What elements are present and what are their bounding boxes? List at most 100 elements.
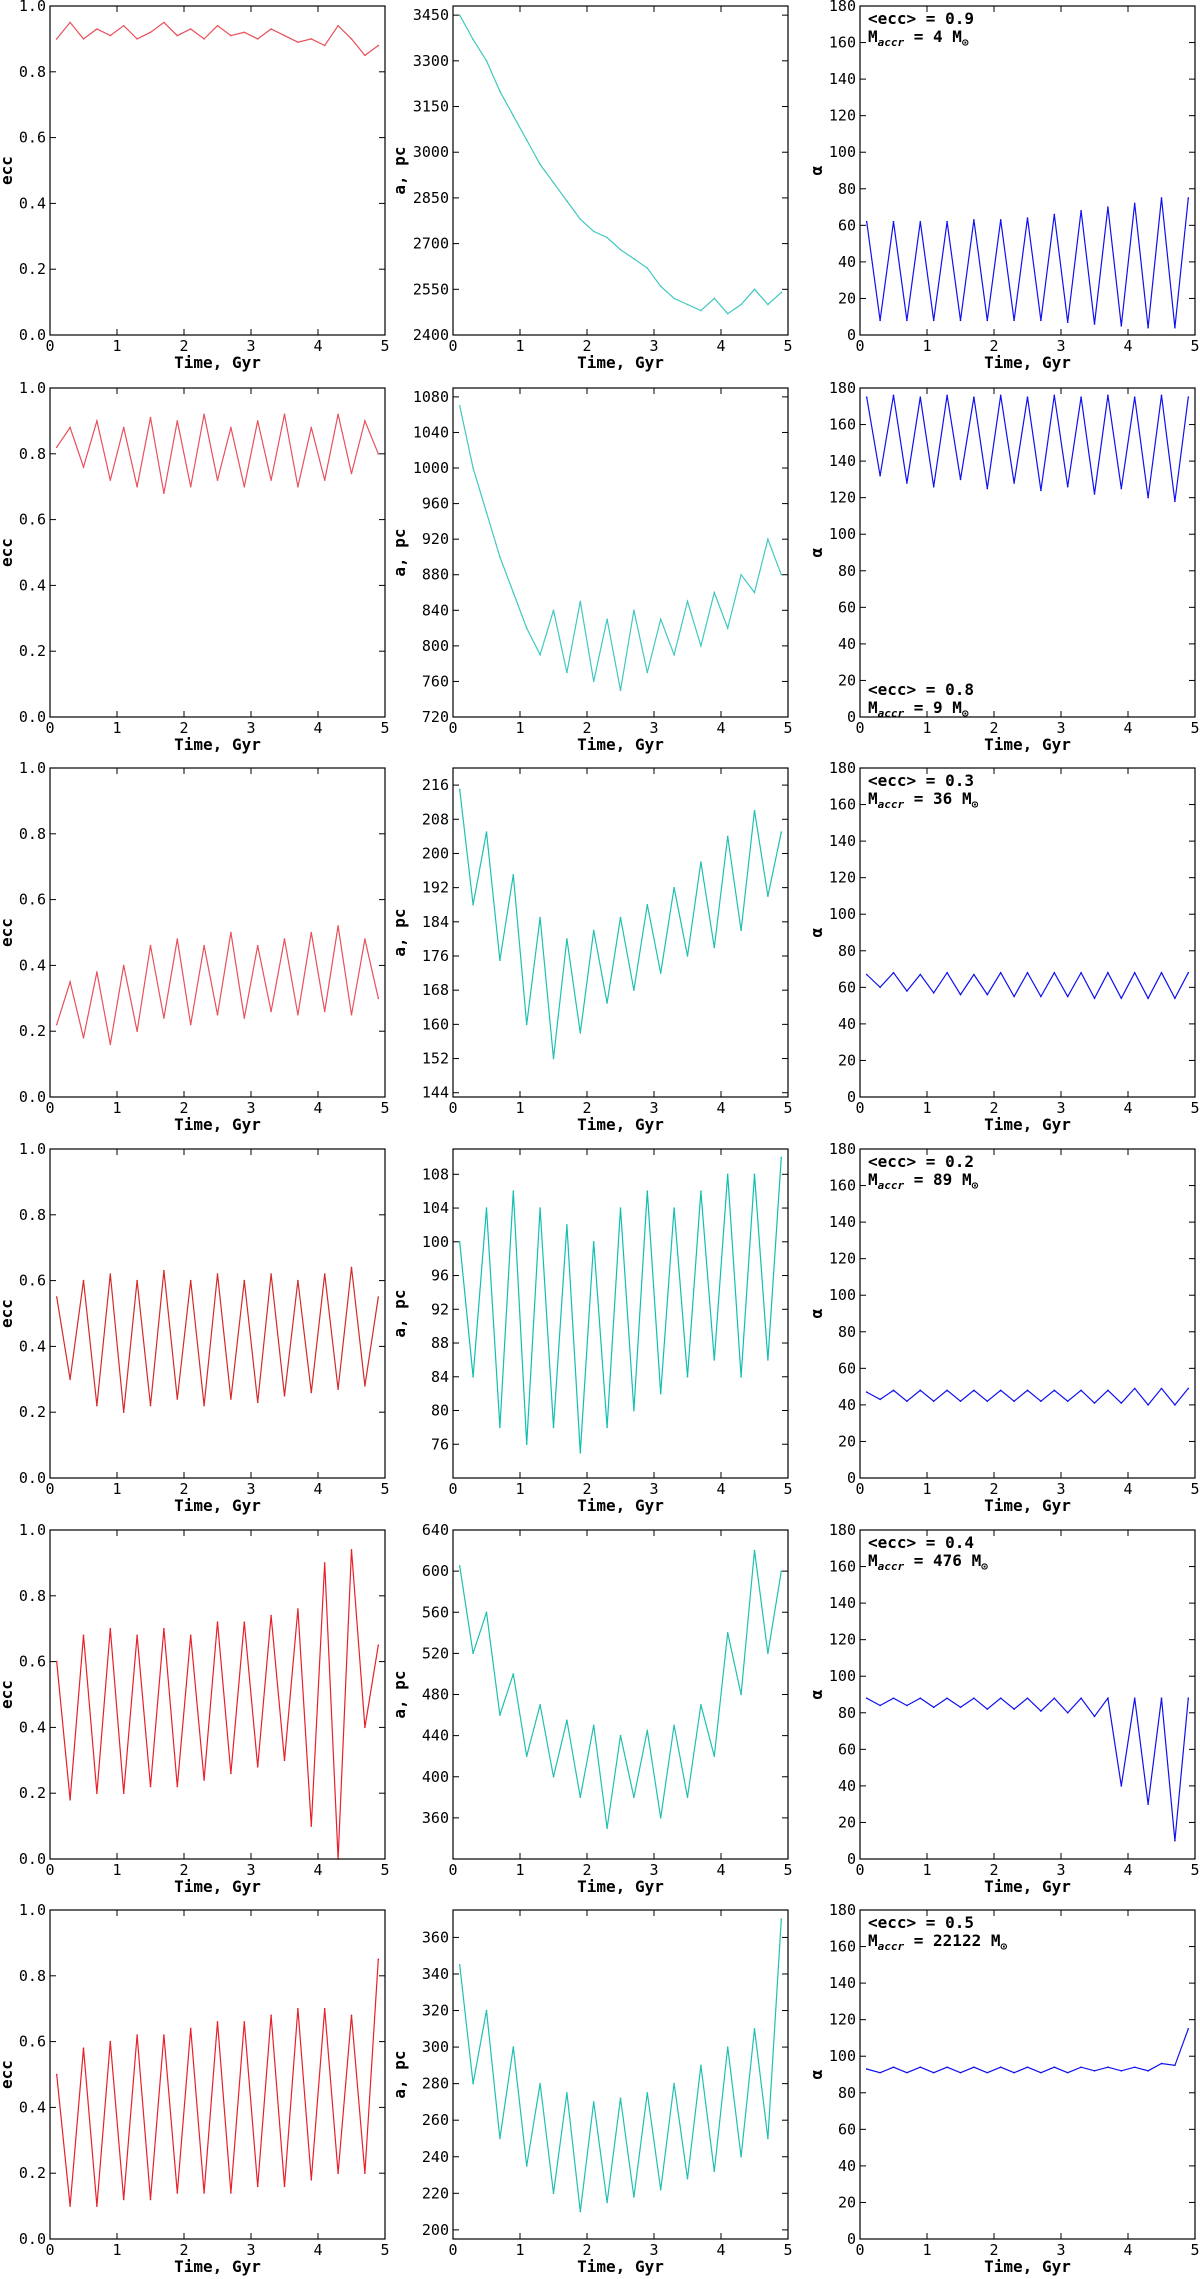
data-point	[176, 1398, 179, 1400]
x-tick-label: 1	[515, 337, 524, 355]
data-point	[566, 1719, 568, 1722]
data-point	[726, 1632, 729, 1634]
x-tick-label: 2	[582, 2241, 591, 2259]
data-point	[700, 645, 702, 647]
y-tick-label: 40	[838, 1015, 856, 1033]
y-axis-label: ecc	[0, 1299, 16, 1328]
y-tick-label: 2400	[413, 326, 449, 344]
y-tick-label: 760	[422, 672, 449, 690]
x-tick-label: 4	[313, 337, 322, 355]
data-point	[337, 1388, 339, 1390]
data-point	[270, 1010, 272, 1013]
data-point	[1040, 489, 1042, 492]
y-tick-label: 80	[838, 1323, 856, 1341]
data-point	[932, 992, 935, 994]
data-point	[1080, 1697, 1082, 1699]
mass-value: = 89 M	[904, 1170, 971, 1189]
series-line	[866, 2028, 1189, 2074]
data-point	[512, 2046, 515, 2048]
x-tick-label: 4	[313, 1861, 322, 1879]
data-point	[96, 1404, 98, 1407]
y-tick-label: 92	[431, 1300, 449, 1318]
data-point	[270, 2014, 272, 2017]
data-point	[472, 467, 474, 469]
y-tick-label: 20	[838, 1813, 856, 1831]
series-line	[56, 1959, 379, 2207]
data-point	[659, 972, 662, 974]
data-point	[203, 1404, 205, 1407]
y-tick-label: 0	[847, 708, 856, 726]
data-point	[122, 1411, 125, 1413]
data-point	[633, 1796, 635, 1799]
y-axis-label: a, pc	[390, 908, 409, 956]
data-point	[1093, 2070, 1096, 2072]
data-point	[1174, 326, 1176, 329]
data-point	[310, 38, 313, 40]
x-tick-label: 4	[1123, 1099, 1132, 1117]
data-point	[1107, 206, 1109, 208]
y-tick-label: 360	[422, 1928, 449, 1946]
series-line	[56, 925, 379, 1045]
data-point	[230, 931, 232, 934]
y-tick-label: 192	[422, 879, 449, 897]
data-point	[865, 2068, 868, 2070]
x-axis-label: Time, Gyr	[577, 2257, 664, 2276]
x-tick-label: 3	[246, 337, 255, 355]
mass-subscript: accr	[878, 707, 905, 720]
y-tick-label: 20	[838, 1051, 856, 1069]
data-point	[1107, 1697, 1109, 1699]
x-tick-label: 0	[855, 1480, 864, 1498]
data-point	[122, 24, 125, 27]
data-point	[592, 1724, 595, 1727]
data-point	[189, 1023, 192, 1026]
data-point	[136, 2034, 138, 2036]
y-tick-label: 80	[838, 562, 856, 580]
plot-frame	[49, 1529, 386, 1860]
data-point	[270, 28, 272, 30]
data-point	[243, 1017, 246, 1019]
data-point	[458, 14, 461, 16]
data-point	[986, 487, 989, 490]
y-tick-label: 880	[422, 566, 449, 584]
data-point	[364, 938, 366, 940]
data-point	[1133, 396, 1136, 398]
mass-value: = 4 M	[904, 27, 962, 46]
data-point	[673, 653, 675, 656]
y-tick-label: 60	[838, 598, 856, 616]
data-point	[1093, 1402, 1096, 1404]
data-point	[310, 931, 313, 934]
x-tick-label: 0	[45, 1861, 54, 1879]
data-point	[310, 2178, 313, 2181]
data-point	[189, 2027, 192, 2030]
data-point	[1147, 997, 1149, 1000]
data-point	[959, 319, 962, 322]
data-point	[579, 218, 582, 221]
mass-symbol: M	[868, 27, 878, 46]
y-tick-label: 0.8	[19, 1967, 46, 1985]
data-point	[686, 2177, 689, 2180]
y-tick-label: 140	[829, 452, 856, 470]
data-point	[1147, 1803, 1149, 1805]
y-tick-label: 560	[422, 1603, 449, 1621]
data-point	[323, 1562, 326, 1564]
y-tick-label: 480	[422, 1686, 449, 1704]
y-tick-label: 108	[422, 1165, 449, 1183]
x-tick-label: 1	[112, 1099, 121, 1117]
data-point	[780, 1918, 783, 1920]
data-point	[1040, 2071, 1042, 2074]
data-point	[606, 236, 608, 239]
data-point	[122, 1792, 125, 1794]
data-point	[946, 1389, 948, 1392]
y-tick-label: 100	[829, 1286, 856, 1304]
data-point	[323, 1010, 326, 1013]
y-tick-label: 100	[829, 905, 856, 923]
y-tick-label: 80	[838, 2084, 856, 2102]
y-tick-label: 800	[422, 637, 449, 655]
data-point	[946, 220, 948, 223]
data-point	[1174, 2064, 1176, 2067]
y-tick-label: 184	[422, 913, 449, 931]
data-point	[865, 220, 868, 223]
plot-frame	[452, 5, 789, 336]
data-point	[539, 2082, 541, 2085]
y-axis-label: ecc	[0, 156, 16, 185]
